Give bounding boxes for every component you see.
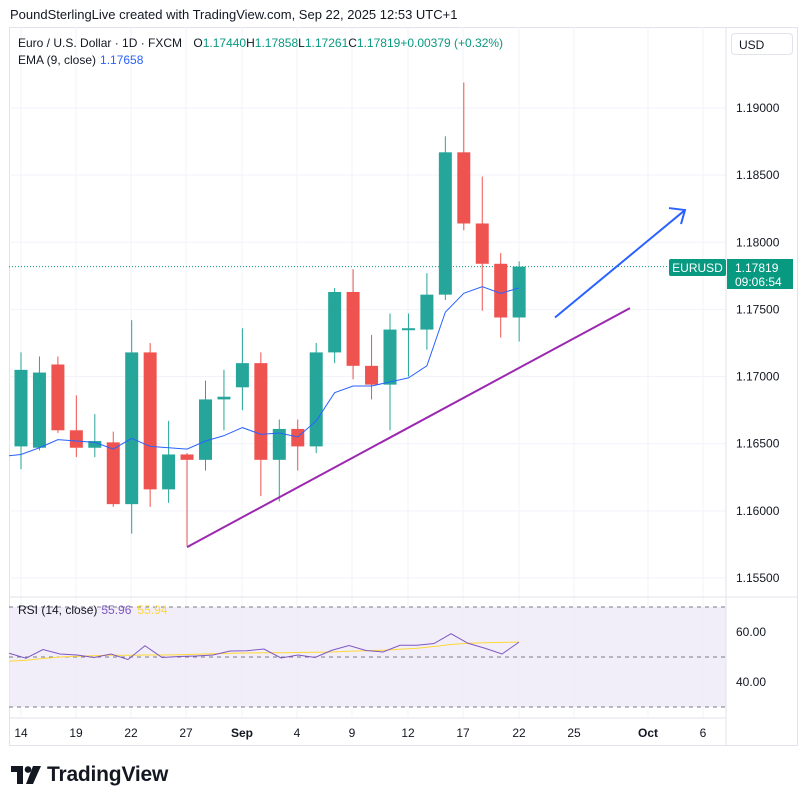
candle xyxy=(162,420,176,503)
candle xyxy=(309,343,323,454)
time-tick-label: Sep xyxy=(231,726,253,740)
candle xyxy=(106,431,120,507)
open-value: 1.17440 xyxy=(202,36,247,50)
price-axis: 1.19000 1.18500 1.18000 1.17500 1.17000 1.165… xyxy=(736,101,780,585)
chart-frame xyxy=(9,27,798,746)
candle xyxy=(383,313,397,431)
last-symbol: EURUSD xyxy=(672,261,723,275)
change-value: +0.00379 (+0.32%) xyxy=(400,36,504,50)
candle xyxy=(180,453,194,546)
high-label: H xyxy=(246,36,255,50)
rsi-tick-label: 40.00 xyxy=(736,675,766,689)
up-arrow[interactable] xyxy=(554,207,687,319)
candles xyxy=(14,82,526,546)
time-tick-label: 27 xyxy=(179,726,193,740)
last-price: 1.17819 xyxy=(735,261,779,275)
time-tick-label: 22 xyxy=(512,726,526,740)
candle xyxy=(235,328,249,411)
time-tick-label: 4 xyxy=(294,726,301,740)
candle xyxy=(475,176,489,311)
symbol-legend: Euro / U.S. Dollar · 1D · FXCM O1.17440H… xyxy=(18,36,503,50)
tradingview-logo-text: TradingView xyxy=(47,763,169,786)
candle xyxy=(217,369,231,431)
price-tick-label: 1.19000 xyxy=(736,101,780,115)
candle xyxy=(272,419,286,502)
candle xyxy=(14,352,28,470)
ema-value: 1.17658 xyxy=(100,53,144,67)
price-tick-label: 1.17500 xyxy=(736,302,780,316)
price-tick-label: 1.18500 xyxy=(736,168,780,182)
time-tick-label: Oct xyxy=(638,726,658,740)
rsi-legend[interactable]: RSI (14, close) 55.96 55.94 xyxy=(18,603,167,617)
candle xyxy=(291,419,305,471)
ema-label: EMA (9, close) xyxy=(18,53,97,67)
candle xyxy=(438,136,452,301)
tradingview-logo[interactable]: TradingView xyxy=(11,763,168,787)
price-tick-label: 1.15500 xyxy=(736,571,780,585)
candle xyxy=(420,273,434,350)
low-label: L xyxy=(298,36,305,50)
time-axis: 14 19 22 27 Sep 4 9 12 17 22 25 Oct 6 xyxy=(14,726,706,740)
price-tick-label: 1.16500 xyxy=(736,437,780,451)
candle xyxy=(494,253,508,338)
candle xyxy=(512,261,526,342)
tradingview-logo-icon xyxy=(11,766,41,784)
candle xyxy=(365,334,379,400)
candle xyxy=(125,320,139,534)
time-tick-label: 25 xyxy=(567,726,581,740)
candle xyxy=(32,356,46,451)
countdown: 09:06:54 xyxy=(735,275,782,289)
candle xyxy=(69,395,83,458)
candle xyxy=(346,269,360,380)
ema-line xyxy=(8,286,520,457)
time-tick-label: 22 xyxy=(124,726,138,740)
chart-credit: PoundSterlingLive created with TradingVi… xyxy=(10,7,458,22)
close-value: 1.17819 xyxy=(356,36,401,50)
open-label: O xyxy=(193,36,203,50)
price-tick-label: 1.17000 xyxy=(736,370,780,384)
candle xyxy=(254,352,268,497)
price-tick-label: 1.16000 xyxy=(736,504,780,518)
candle xyxy=(457,82,471,231)
rsi-band xyxy=(9,607,726,707)
symbol-name: Euro / U.S. Dollar · 1D · FXCM xyxy=(18,36,183,50)
time-tick-label: 17 xyxy=(456,726,470,740)
candle xyxy=(51,356,65,433)
high-value: 1.17858 xyxy=(254,36,299,50)
candle xyxy=(143,343,157,507)
currency-button[interactable]: USD xyxy=(731,33,793,55)
time-tick-label: 19 xyxy=(69,726,83,740)
time-tick-label: 9 xyxy=(349,726,356,740)
rsi-ma-line xyxy=(8,641,520,662)
rsi-ma-value: 55.94 xyxy=(137,603,168,617)
ema-legend[interactable]: EMA (9, close) 1.17658 xyxy=(18,53,143,67)
rsi-value: 55.96 xyxy=(101,603,132,617)
candle xyxy=(88,414,102,458)
low-value: 1.17261 xyxy=(304,36,349,50)
price-tick-label: 1.18000 xyxy=(736,235,780,249)
candle xyxy=(328,287,342,364)
last-price-label: EURUSD 1.17819 09:06:54 xyxy=(669,259,793,289)
time-tick-label: 6 xyxy=(700,726,707,740)
close-label: C xyxy=(348,36,357,50)
rsi-label: RSI (14, close) xyxy=(18,603,98,617)
candle xyxy=(401,313,415,377)
time-tick-label: 14 xyxy=(14,726,28,740)
rsi-axis: 60.00 40.00 xyxy=(736,625,766,689)
rsi-tick-label: 60.00 xyxy=(736,625,766,639)
time-tick-label: 12 xyxy=(401,726,415,740)
rsi-line xyxy=(8,633,520,661)
support-trendline[interactable] xyxy=(186,307,631,548)
candle xyxy=(199,380,212,471)
